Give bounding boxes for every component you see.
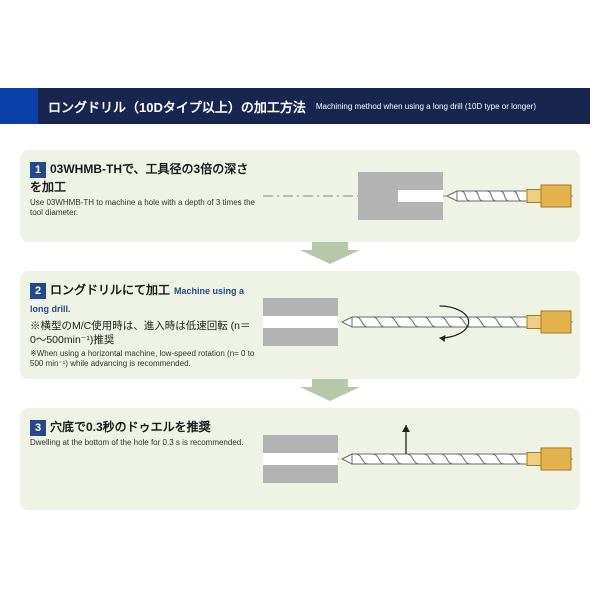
step-number-badge: 3: [30, 420, 46, 436]
step-card-1: 103WHMB-THで、工具径の3倍の深さを加工 Use 03WHMB-TH to…: [20, 150, 580, 242]
step-diagram: [263, 281, 573, 363]
step-text: 103WHMB-THで、工具径の3倍の深さを加工 Use 03WHMB-TH to…: [30, 160, 255, 218]
step-body-en: ※When using a horizontal machine, low-sp…: [30, 349, 255, 369]
step-number-badge: 1: [30, 162, 46, 178]
step-number-badge: 2: [30, 283, 46, 299]
step-title-jp: ロングドリルにて加工: [50, 283, 170, 297]
title-accent-box: [0, 88, 38, 124]
step-title-jp: 03WHMB-THで、工具径の3倍の深さを加工: [30, 162, 248, 194]
step-card-2: 2ロングドリルにて加工Machine using a long drill.※横…: [20, 271, 580, 379]
steps-container: 103WHMB-THで、工具径の3倍の深さを加工 Use 03WHMB-TH to…: [20, 150, 580, 510]
step-text: 2ロングドリルにて加工Machine using a long drill.※横…: [30, 281, 255, 369]
down-arrow-icon: [20, 242, 580, 271]
step-title-jp: 穴底で0.3秒のドゥエルを推奨: [50, 420, 211, 434]
step-diagram-svg: [263, 418, 573, 500]
step-diagram-svg: [263, 281, 573, 363]
down-arrow-icon: [20, 379, 580, 408]
step-diagram: [263, 160, 573, 232]
step-diagram: [263, 418, 573, 500]
title-jp: ロングドリル（10Dタイプ以上）の加工方法: [48, 97, 306, 116]
step-text: 3 穴底で0.3秒のドゥエルを推奨 Dwelling at the bottom o…: [30, 418, 255, 448]
step-body-en: Use 03WHMB-TH to machine a hole with a d…: [30, 198, 255, 218]
step-diagram-svg: [263, 160, 573, 232]
step-body-en: Dwelling at the bottom of the hole for 0…: [30, 438, 255, 448]
title-bar: ロングドリル（10Dタイプ以上）の加工方法 Machining method w…: [38, 88, 590, 124]
step-body-jp: ※横型のM/C使用時は、進入時は低速回転 (n＝0～500min⁻¹)推奨: [30, 319, 255, 347]
title-band: ロングドリル（10Dタイプ以上）の加工方法 Machining method w…: [0, 88, 590, 124]
title-en: Machining method when using a long drill…: [316, 102, 536, 111]
step-card-3: 3 穴底で0.3秒のドゥエルを推奨 Dwelling at the bottom o…: [20, 408, 580, 510]
